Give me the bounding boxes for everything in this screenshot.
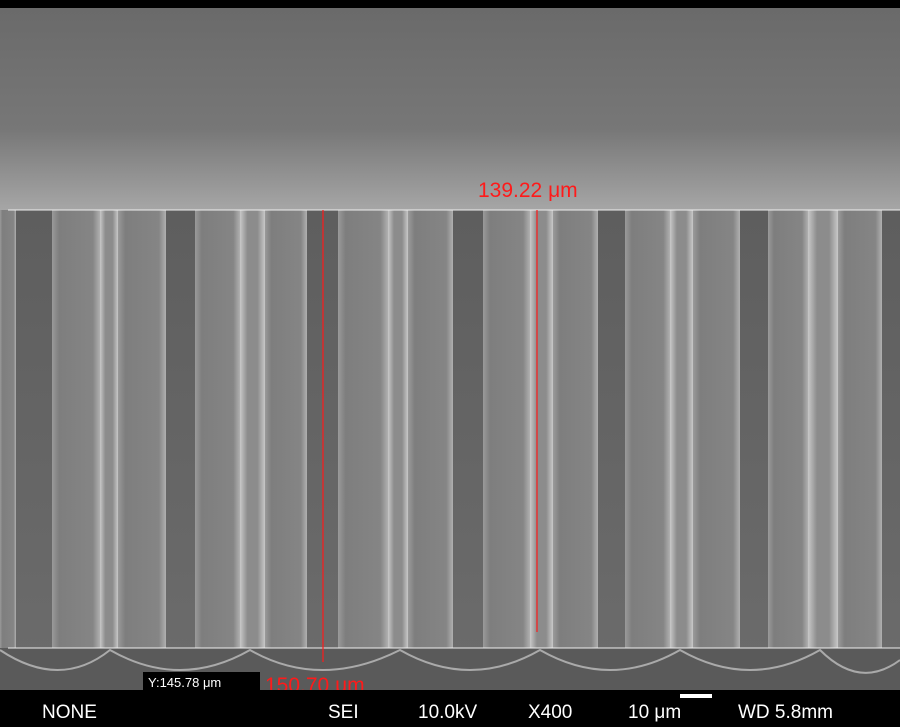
readout-label: Y:145.78 μm — [148, 675, 221, 690]
trench-bottoms — [0, 648, 900, 674]
info-text: WD 5.8mm — [738, 702, 833, 723]
info-text: X400 — [528, 702, 572, 723]
pillars — [0, 210, 882, 648]
measurement-label: 139.22 μm — [478, 179, 578, 202]
info-text: NONE — [42, 702, 97, 723]
readout-box — [143, 672, 260, 692]
info-text: 10 μm — [628, 702, 681, 723]
scale-bar — [680, 694, 712, 698]
info-text: 10.0kV — [418, 702, 477, 723]
top-surface — [0, 8, 900, 210]
info-bar — [0, 690, 900, 727]
info-text: SEI — [328, 702, 359, 723]
